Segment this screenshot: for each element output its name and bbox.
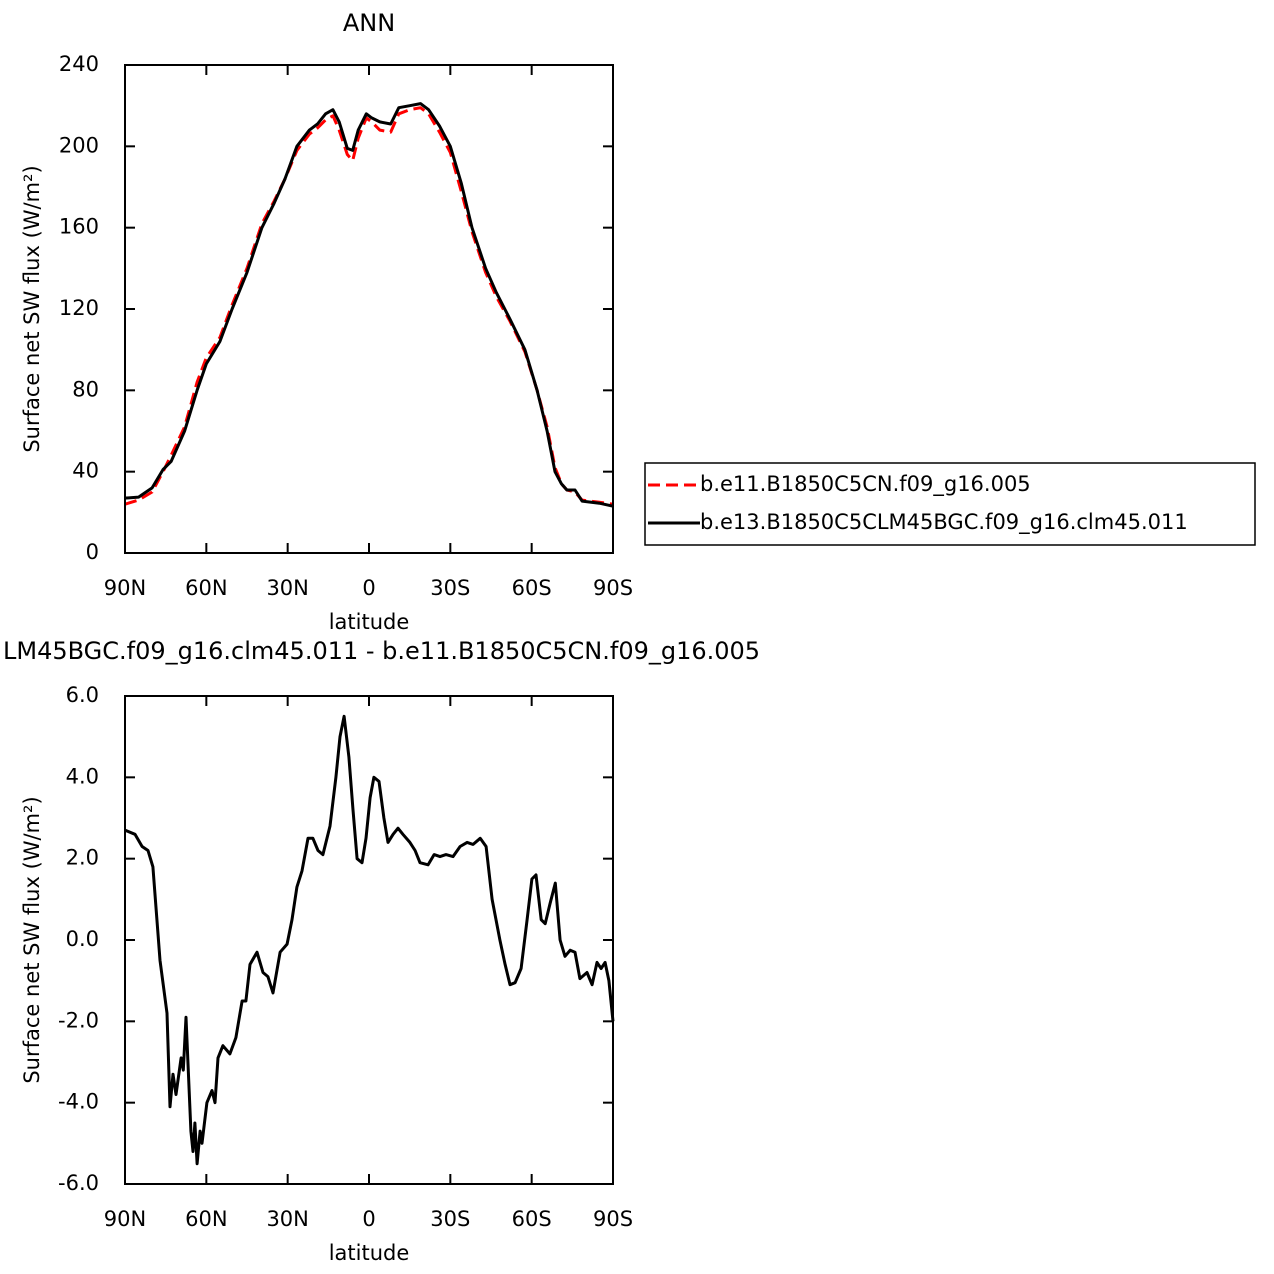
y-tick-label: 200: [59, 133, 99, 157]
legend-label: b.e11.B1850C5CN.f09_g16.005: [700, 472, 1031, 497]
plot-frame: [124, 64, 614, 554]
x-tick-label: 0: [362, 1207, 375, 1231]
data-line: [124, 106, 614, 506]
data-line: [124, 102, 614, 508]
x-tick-label: 90N: [104, 1207, 146, 1231]
chart-title: ANN: [343, 9, 395, 37]
x-tick-label: 60N: [185, 1207, 227, 1231]
y-tick-label: 0.0: [66, 927, 99, 951]
x-tick-label: 30N: [266, 576, 308, 600]
x-tick-label: 30S: [430, 1207, 470, 1231]
plot-frame: [124, 695, 614, 1185]
x-tick-label: 60S: [512, 1207, 552, 1231]
y-axis-label: Surface net SW flux (W/m²): [20, 165, 44, 452]
x-tick-label: 30N: [266, 1207, 308, 1231]
y-tick-label: 0: [86, 540, 99, 564]
y-tick-label: 4.0: [66, 764, 99, 788]
y-tick-label: -4.0: [58, 1090, 99, 1114]
y-tick-label: 40: [72, 459, 99, 483]
x-axis-label: latitude: [329, 1241, 410, 1265]
y-tick-label: 240: [59, 52, 99, 76]
y-tick-label: 80: [72, 377, 99, 401]
y-tick-label: 6.0: [66, 683, 99, 707]
y-tick-label: -2.0: [58, 1008, 99, 1032]
y-tick-label: 120: [59, 296, 99, 320]
chart-title: LM45BGC.f09_g16.clm45.011 - b.e11.B1850C…: [3, 637, 760, 665]
y-tick-label: 160: [59, 215, 99, 239]
data-line: [124, 714, 615, 1166]
x-tick-label: 90S: [593, 1207, 633, 1231]
x-tick-label: 60N: [185, 576, 227, 600]
legend-label: b.e13.B1850C5CLM45BGC.f09_g16.clm45.011: [700, 510, 1188, 535]
x-axis-label: latitude: [329, 610, 410, 634]
legend-box: [644, 462, 1256, 546]
y-axis-label: Surface net SW flux (W/m²): [20, 796, 44, 1083]
y-tick-label: 2.0: [66, 846, 99, 870]
x-tick-label: 0: [362, 576, 375, 600]
y-tick-label: -6.0: [58, 1171, 99, 1195]
x-tick-label: 30S: [430, 576, 470, 600]
x-tick-label: 90N: [104, 576, 146, 600]
x-tick-label: 90S: [593, 576, 633, 600]
x-tick-label: 60S: [512, 576, 552, 600]
